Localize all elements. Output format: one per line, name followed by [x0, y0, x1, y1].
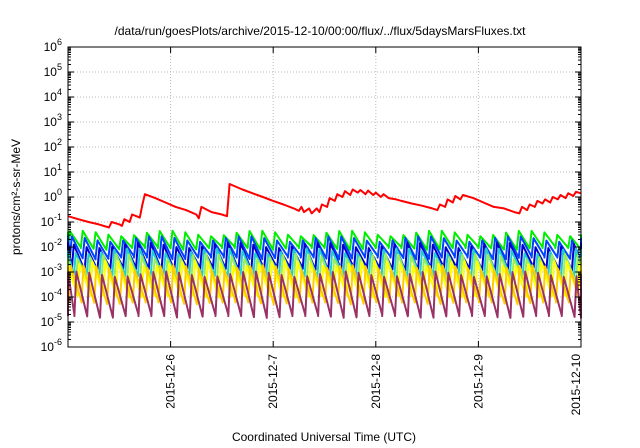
- series-line-2: [67, 229, 582, 251]
- x-tick-label: 2015-12-7: [266, 354, 280, 409]
- y-tick-label: 10-6: [41, 337, 62, 354]
- y-tick-label: 102: [44, 137, 62, 154]
- y-tick-label: 100: [44, 187, 62, 204]
- x-tick-label: 2015-12-9: [471, 354, 485, 409]
- x-axis-title: Coordinated Universal Time (UTC): [232, 430, 416, 444]
- series-line-7: [67, 259, 582, 299]
- y-tick-label: 101: [44, 162, 62, 179]
- y-axis-title: protons/cm²-s-sr-MeV: [9, 139, 23, 255]
- series-line-1: [67, 183, 582, 229]
- series-group: [67, 183, 582, 319]
- y-tick-label: 10-5: [41, 312, 62, 329]
- chart-title: /data/run/goesPlots/archive/2015-12-10/0…: [115, 24, 527, 38]
- series-line-9: [67, 270, 582, 319]
- y-tick-label: 106: [44, 37, 62, 54]
- y-tick-label: 10-1: [41, 212, 62, 229]
- y-tick-label: 103: [44, 112, 62, 129]
- series-line-3: [67, 235, 582, 261]
- y-tick-label: 104: [44, 87, 62, 104]
- x-tick-label: 2015-12-10: [569, 354, 583, 416]
- x-axis: 2015-12-6 2015-12-7 2015-12-8 2015-12-9 2015…: [164, 47, 583, 415]
- x-tick-label: 2015-12-6: [164, 354, 178, 409]
- y-tick-label: 105: [44, 62, 62, 79]
- y-axis-title-text: protons/cm²-s-sr-MeV: [9, 139, 23, 255]
- y-tick-label: 10-3: [41, 262, 62, 279]
- y-tick-label: 10-2: [41, 237, 62, 254]
- x-tick-label: 2015-12-8: [369, 354, 383, 409]
- y-tick-label: 10-4: [41, 287, 62, 304]
- y-axis: 10-6 10-5 10-4 10-3 10-2 10-1 100 101 102 103 104 1…: [41, 37, 581, 354]
